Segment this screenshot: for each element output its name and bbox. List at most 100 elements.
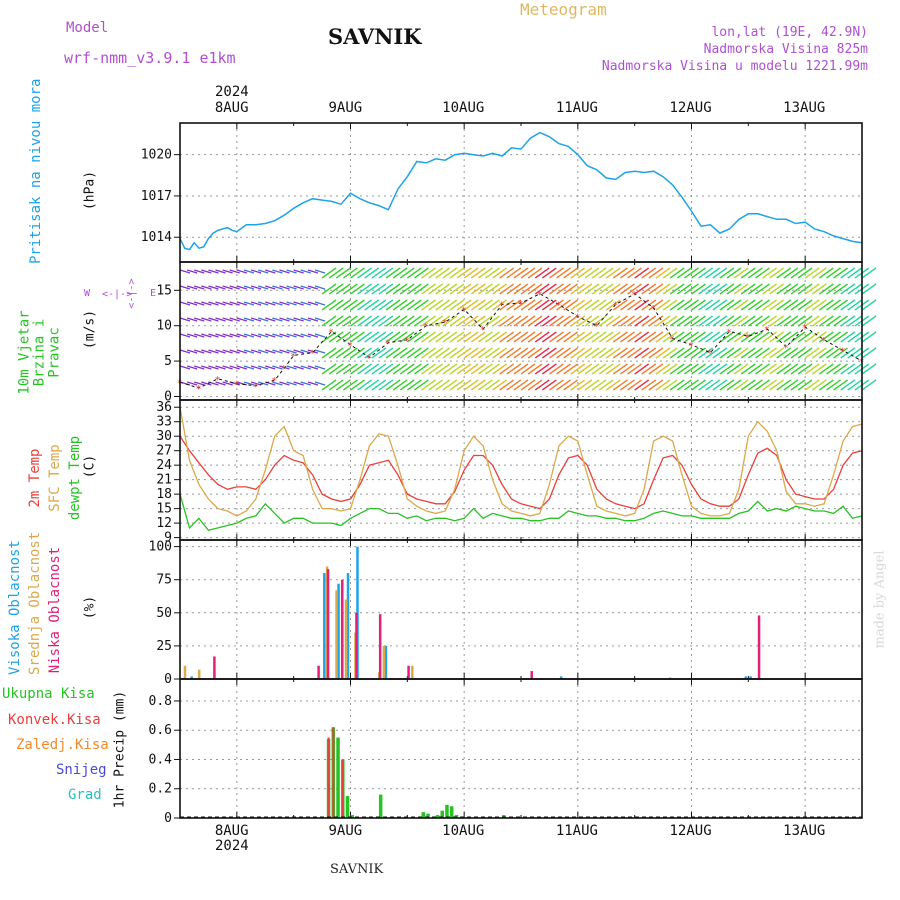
mid-cloud-bar <box>335 590 338 679</box>
wind-barb <box>456 299 472 311</box>
wind-barb <box>783 315 799 327</box>
wind-barb <box>392 363 408 375</box>
compass-east: E <box>150 288 157 299</box>
wind-barb <box>747 267 763 279</box>
wind-barb <box>293 301 304 306</box>
y-tick-label: 0 <box>164 389 172 404</box>
total-precip-bar <box>435 815 440 818</box>
wind-barb <box>747 331 763 343</box>
wind-barb <box>861 299 877 311</box>
wind-barb <box>563 347 579 359</box>
wind-barb <box>371 363 387 375</box>
graupel-legend: Grad <box>68 787 102 803</box>
wind-gust-marker: * <box>556 300 561 311</box>
wind-barb <box>300 317 311 322</box>
wind-barb <box>392 315 408 327</box>
wind-barb <box>428 299 444 311</box>
wind-barb <box>527 379 543 391</box>
wind-barb <box>818 283 834 295</box>
wind-barb <box>243 349 255 354</box>
wind-barb <box>463 283 479 295</box>
wind-barb <box>847 347 863 359</box>
wind-barb <box>506 363 522 375</box>
wind-barb <box>833 267 848 279</box>
wind-barb <box>563 331 579 343</box>
wind-barb <box>719 331 735 343</box>
wind-barb <box>641 331 657 343</box>
wind-barb <box>627 299 642 311</box>
wind-barb <box>342 283 358 295</box>
high-cloud-bar <box>384 645 388 679</box>
wind-barb <box>300 365 311 370</box>
wind-barb <box>513 363 529 375</box>
wind-barb <box>421 379 436 391</box>
wind-barb <box>662 379 678 391</box>
wind-barb <box>357 347 373 359</box>
wind-barb <box>598 363 614 375</box>
wind-barb <box>201 269 212 274</box>
wind-barb <box>577 347 593 359</box>
wind-barb <box>222 333 233 338</box>
wind-barb <box>847 379 863 391</box>
wind-barb <box>712 283 728 295</box>
wind-barb <box>591 347 607 359</box>
low-cloud-bar <box>355 612 358 679</box>
wind-barb <box>790 363 806 375</box>
wind-barb <box>456 363 472 375</box>
station-title: SAVNIK <box>328 24 422 49</box>
wind-barb <box>818 363 834 375</box>
wind-barb <box>385 363 401 375</box>
wind-barb <box>307 365 319 370</box>
wind-barb <box>300 381 311 386</box>
panel-frame <box>179 399 863 541</box>
wind-barb <box>506 379 522 391</box>
y-tick-label: 27 <box>156 444 172 459</box>
wind-barb <box>286 381 297 386</box>
wind-barb <box>733 363 749 375</box>
wind-barb <box>314 381 326 386</box>
mid-cloud-bar <box>382 645 386 679</box>
wind-barb <box>435 315 451 327</box>
wind-barb <box>683 283 699 295</box>
wind-barb <box>179 365 191 370</box>
wind-barb <box>527 267 543 279</box>
wind-barb <box>655 299 671 311</box>
wind-barb <box>683 299 699 311</box>
wind-barb <box>648 379 664 391</box>
wind-barb <box>840 363 856 375</box>
wind-barb <box>598 283 614 295</box>
wind-barb <box>683 315 699 327</box>
wind-barb <box>776 299 792 311</box>
wind-barb <box>520 379 536 391</box>
wind-barb <box>797 347 813 359</box>
panel-frame <box>179 261 863 401</box>
wind-barb <box>513 299 529 311</box>
wind-barb <box>747 283 763 295</box>
wind-barb <box>477 331 493 343</box>
wind-barb <box>186 349 198 354</box>
wind-barb <box>655 283 671 295</box>
wind-barb <box>335 315 351 327</box>
wind-barb <box>691 363 706 375</box>
wind-barb <box>342 331 358 343</box>
y-tick-label: 75 <box>156 573 172 588</box>
wind-barb <box>598 267 614 279</box>
wind-barb <box>783 267 799 279</box>
wind-barb <box>414 331 429 343</box>
wind-barb <box>385 283 401 295</box>
wind-barb <box>357 315 373 327</box>
wind-barb <box>527 299 543 311</box>
wind-barb <box>179 333 191 338</box>
wind-barb <box>399 315 415 327</box>
wind-barb <box>634 379 650 391</box>
wind-barb <box>577 379 593 391</box>
wind-barb <box>627 283 642 295</box>
elevation-label: Nadmorska Visina 825m <box>703 42 868 57</box>
wind-gust-marker: * <box>707 349 712 360</box>
mid-cloud-bar <box>344 599 348 679</box>
wind-barb <box>265 333 276 338</box>
wind-barb <box>719 379 735 391</box>
wind-barb <box>272 349 283 354</box>
wind-barb <box>790 267 806 279</box>
wind-barb <box>598 331 614 343</box>
